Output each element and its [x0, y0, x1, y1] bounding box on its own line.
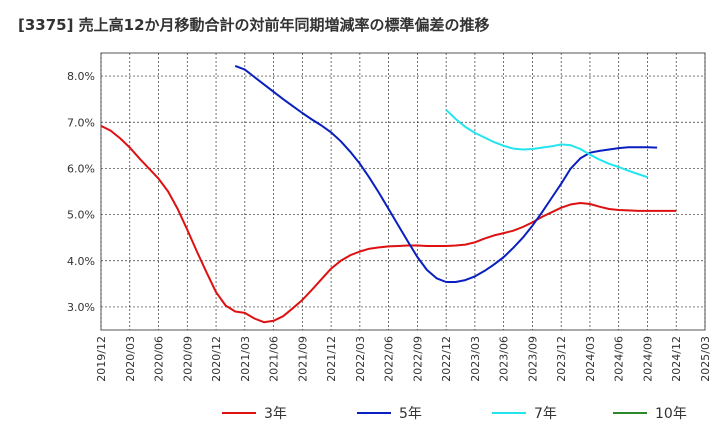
- y-tick-label: 7.0%: [67, 116, 95, 129]
- x-tick-label: 2024/09: [641, 336, 654, 382]
- x-tick-label: 2024/06: [613, 336, 626, 382]
- x-tick-label: 2024/12: [670, 336, 683, 382]
- y-tick-label: 8.0%: [67, 70, 95, 83]
- x-tick-label: 2021/12: [325, 336, 338, 382]
- series-lines: [100, 64, 677, 324]
- legend-label-3: 10年: [655, 406, 687, 422]
- x-tick-label: 2025/03: [699, 336, 712, 382]
- series-line-1: [234, 64, 658, 283]
- y-tick-label: 3.0%: [67, 301, 95, 314]
- y-axis: 3.0% 4.0% 5.0% 6.0% 7.0% 8.0%: [67, 70, 95, 314]
- x-tick-label: 2022/03: [354, 336, 367, 382]
- legend: 3年 5年 7年 10年: [222, 406, 687, 422]
- legend-label-1: 5年: [399, 406, 422, 422]
- x-tick-label: 2020/12: [210, 336, 223, 382]
- legend-label-2: 7年: [534, 406, 557, 422]
- y-tick-label: 6.0%: [67, 162, 95, 175]
- x-tick-label: 2019/12: [95, 336, 108, 382]
- x-tick-label: 2022/12: [440, 336, 453, 382]
- y-tick-label: 4.0%: [67, 255, 95, 268]
- x-tick-label: 2020/03: [124, 336, 137, 382]
- x-tick-label: 2023/06: [498, 336, 511, 382]
- x-tick-label: 2023/09: [526, 336, 539, 382]
- x-tick-label: 2020/06: [153, 336, 166, 382]
- x-tick-label: 2021/09: [296, 336, 309, 382]
- x-tick-label: 2020/09: [181, 336, 194, 382]
- x-tick-label: 2021/06: [268, 336, 281, 382]
- series-line-0: [100, 125, 677, 324]
- x-tick-label: 2023/03: [469, 336, 482, 382]
- chart-title: [3375] 売上高12か月移動合計の対前年同期増減率の標準偏差の推移: [18, 16, 490, 34]
- x-tick-label: 2024/03: [584, 336, 597, 382]
- y-tick-label: 5.0%: [67, 209, 95, 222]
- series-line-2: [445, 109, 648, 179]
- x-tick-label: 2021/03: [239, 336, 252, 382]
- x-tick-label: 2022/06: [383, 336, 396, 382]
- x-axis: 2019/12 2020/03 2020/06 2020/09 2020/12 2021/…: [95, 336, 712, 382]
- x-tick-label: 2022/09: [411, 336, 424, 382]
- legend-label-0: 3年: [264, 406, 287, 422]
- x-tick-label: 2023/12: [555, 336, 568, 382]
- plot-area: [100, 52, 706, 331]
